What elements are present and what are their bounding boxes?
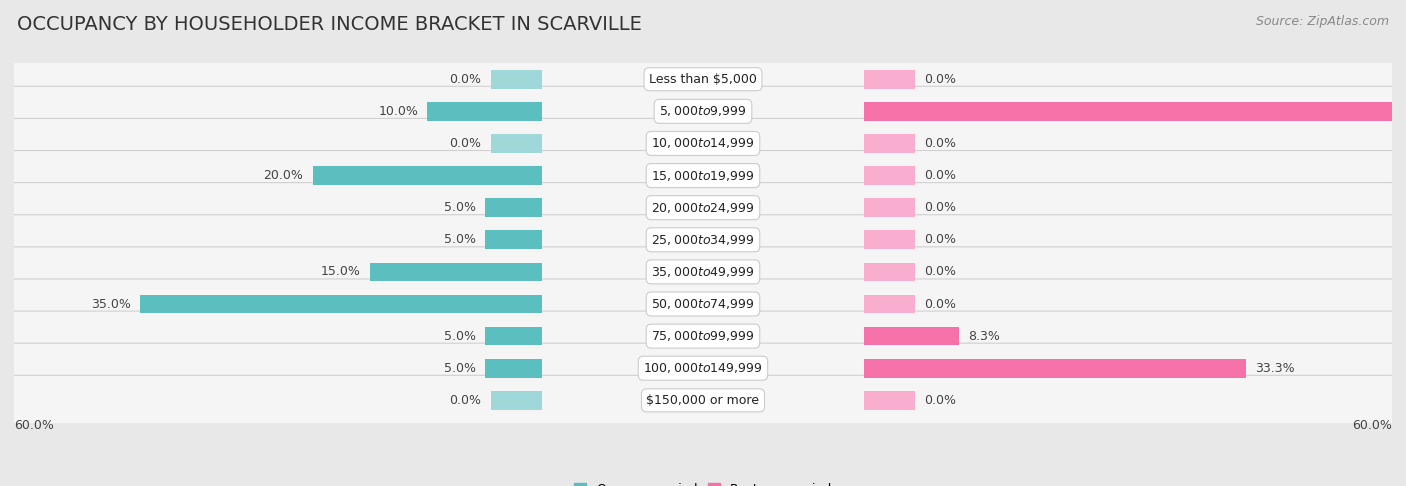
Text: $25,000 to $34,999: $25,000 to $34,999 [651, 233, 755, 247]
Text: 0.0%: 0.0% [925, 265, 956, 278]
Bar [427, 102, 543, 121]
Bar [485, 359, 543, 378]
Text: 8.3%: 8.3% [969, 330, 1000, 343]
Text: $35,000 to $49,999: $35,000 to $49,999 [651, 265, 755, 279]
Bar [863, 327, 959, 346]
Bar [141, 295, 543, 313]
FancyBboxPatch shape [11, 151, 1395, 201]
Text: OCCUPANCY BY HOUSEHOLDER INCOME BRACKET IN SCARVILLE: OCCUPANCY BY HOUSEHOLDER INCOME BRACKET … [17, 15, 641, 34]
Bar [370, 262, 543, 281]
Bar [863, 198, 915, 217]
Bar [863, 359, 1246, 378]
Text: 5.0%: 5.0% [444, 330, 475, 343]
Text: 0.0%: 0.0% [450, 394, 481, 407]
Bar [863, 102, 1406, 121]
Bar [312, 166, 543, 185]
Text: $20,000 to $24,999: $20,000 to $24,999 [651, 201, 755, 215]
Bar [863, 295, 915, 313]
Text: 60.0%: 60.0% [1353, 419, 1392, 432]
Bar [491, 134, 543, 153]
Bar [863, 391, 915, 410]
Text: 0.0%: 0.0% [450, 137, 481, 150]
Text: 35.0%: 35.0% [91, 297, 131, 311]
Text: $10,000 to $14,999: $10,000 to $14,999 [651, 137, 755, 151]
FancyBboxPatch shape [11, 183, 1395, 233]
Text: 5.0%: 5.0% [444, 362, 475, 375]
Bar [863, 70, 915, 88]
Text: 10.0%: 10.0% [378, 105, 418, 118]
FancyBboxPatch shape [11, 247, 1395, 297]
Bar [863, 166, 915, 185]
Bar [485, 230, 543, 249]
Text: $75,000 to $99,999: $75,000 to $99,999 [651, 329, 755, 343]
Text: 0.0%: 0.0% [925, 169, 956, 182]
Text: 0.0%: 0.0% [925, 394, 956, 407]
Text: 0.0%: 0.0% [925, 297, 956, 311]
Bar [491, 391, 543, 410]
Text: $100,000 to $149,999: $100,000 to $149,999 [644, 361, 762, 375]
Text: $5,000 to $9,999: $5,000 to $9,999 [659, 104, 747, 119]
FancyBboxPatch shape [11, 119, 1395, 169]
Text: 60.0%: 60.0% [14, 419, 53, 432]
Legend: Owner-occupied, Renter-occupied: Owner-occupied, Renter-occupied [574, 483, 832, 486]
Text: 5.0%: 5.0% [444, 201, 475, 214]
Text: 0.0%: 0.0% [450, 73, 481, 86]
Text: $150,000 or more: $150,000 or more [647, 394, 759, 407]
Text: 20.0%: 20.0% [263, 169, 304, 182]
FancyBboxPatch shape [11, 311, 1395, 361]
Text: 15.0%: 15.0% [321, 265, 361, 278]
Bar [863, 262, 915, 281]
Text: 0.0%: 0.0% [925, 137, 956, 150]
Text: Source: ZipAtlas.com: Source: ZipAtlas.com [1256, 15, 1389, 28]
Text: 0.0%: 0.0% [925, 73, 956, 86]
Bar [485, 198, 543, 217]
Text: Less than $5,000: Less than $5,000 [650, 73, 756, 86]
Bar [863, 134, 915, 153]
Text: 33.3%: 33.3% [1256, 362, 1295, 375]
FancyBboxPatch shape [11, 343, 1395, 393]
Bar [863, 230, 915, 249]
Bar [485, 327, 543, 346]
Text: $50,000 to $74,999: $50,000 to $74,999 [651, 297, 755, 311]
FancyBboxPatch shape [11, 215, 1395, 265]
Text: 0.0%: 0.0% [925, 201, 956, 214]
FancyBboxPatch shape [11, 87, 1395, 137]
FancyBboxPatch shape [11, 375, 1395, 425]
FancyBboxPatch shape [11, 54, 1395, 104]
Text: 0.0%: 0.0% [925, 233, 956, 246]
Text: 5.0%: 5.0% [444, 233, 475, 246]
FancyBboxPatch shape [11, 279, 1395, 329]
Bar [491, 70, 543, 88]
Text: $15,000 to $19,999: $15,000 to $19,999 [651, 169, 755, 183]
